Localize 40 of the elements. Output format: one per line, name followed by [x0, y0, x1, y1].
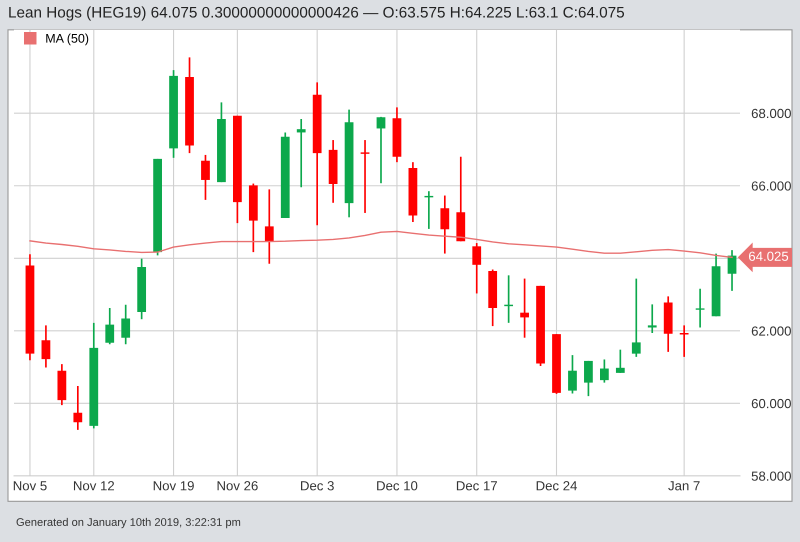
candlestick	[376, 116, 386, 184]
x-tick-label: Jan 7	[668, 481, 700, 490]
y-tick-label: 66.000	[752, 181, 791, 191]
candlestick	[680, 324, 689, 358]
candlestick	[728, 249, 736, 292]
candlestick	[472, 242, 482, 294]
legend-label: MA (50)	[46, 34, 88, 46]
x-tick-label: Dec 3	[301, 481, 334, 490]
data-label: 64.025	[749, 252, 788, 261]
candlestick	[600, 358, 609, 384]
candlestick	[424, 190, 434, 230]
candlestick	[616, 348, 625, 374]
candlestick	[440, 194, 450, 254]
x-tick-label: Dec 17	[456, 481, 497, 490]
y-tick-label: 60.000	[752, 398, 791, 408]
x-tick-label: Nov 19	[154, 481, 194, 490]
x-tick-label: Dec 10	[377, 481, 418, 490]
candlestick	[360, 139, 370, 214]
candlestick	[121, 304, 130, 346]
y-tick-label: 58.000	[752, 471, 791, 481]
x-tick-label: Nov 26	[218, 481, 258, 490]
candlestick	[296, 118, 306, 188]
y-tick-label: 62.000	[752, 326, 791, 336]
candlestick	[73, 385, 82, 431]
candlestick	[105, 307, 114, 346]
candlestick	[632, 278, 641, 358]
candlestick	[568, 354, 577, 394]
candlestick	[264, 188, 274, 265]
x-tick-label: Dec 24	[536, 481, 578, 490]
chart-title: Lean Hogs (HEG19) 64.075 0.30000000000000426 — O:63.575 H:64.225 L:63.1 C:64.075	[9, 6, 624, 21]
candlestick	[696, 288, 704, 328]
candlestick	[584, 360, 593, 397]
candlestick	[42, 324, 50, 368]
candlestick	[201, 154, 210, 201]
candlestick	[520, 278, 529, 339]
text: Generated on January 10th 2019, 3:22:31 pm	[16, 518, 240, 528]
candlestick	[504, 274, 514, 324]
x-tick-label: Nov 12	[74, 481, 114, 490]
x-tick-label: Nov 5	[14, 481, 47, 490]
y-tick-label: 68.000	[752, 108, 791, 118]
